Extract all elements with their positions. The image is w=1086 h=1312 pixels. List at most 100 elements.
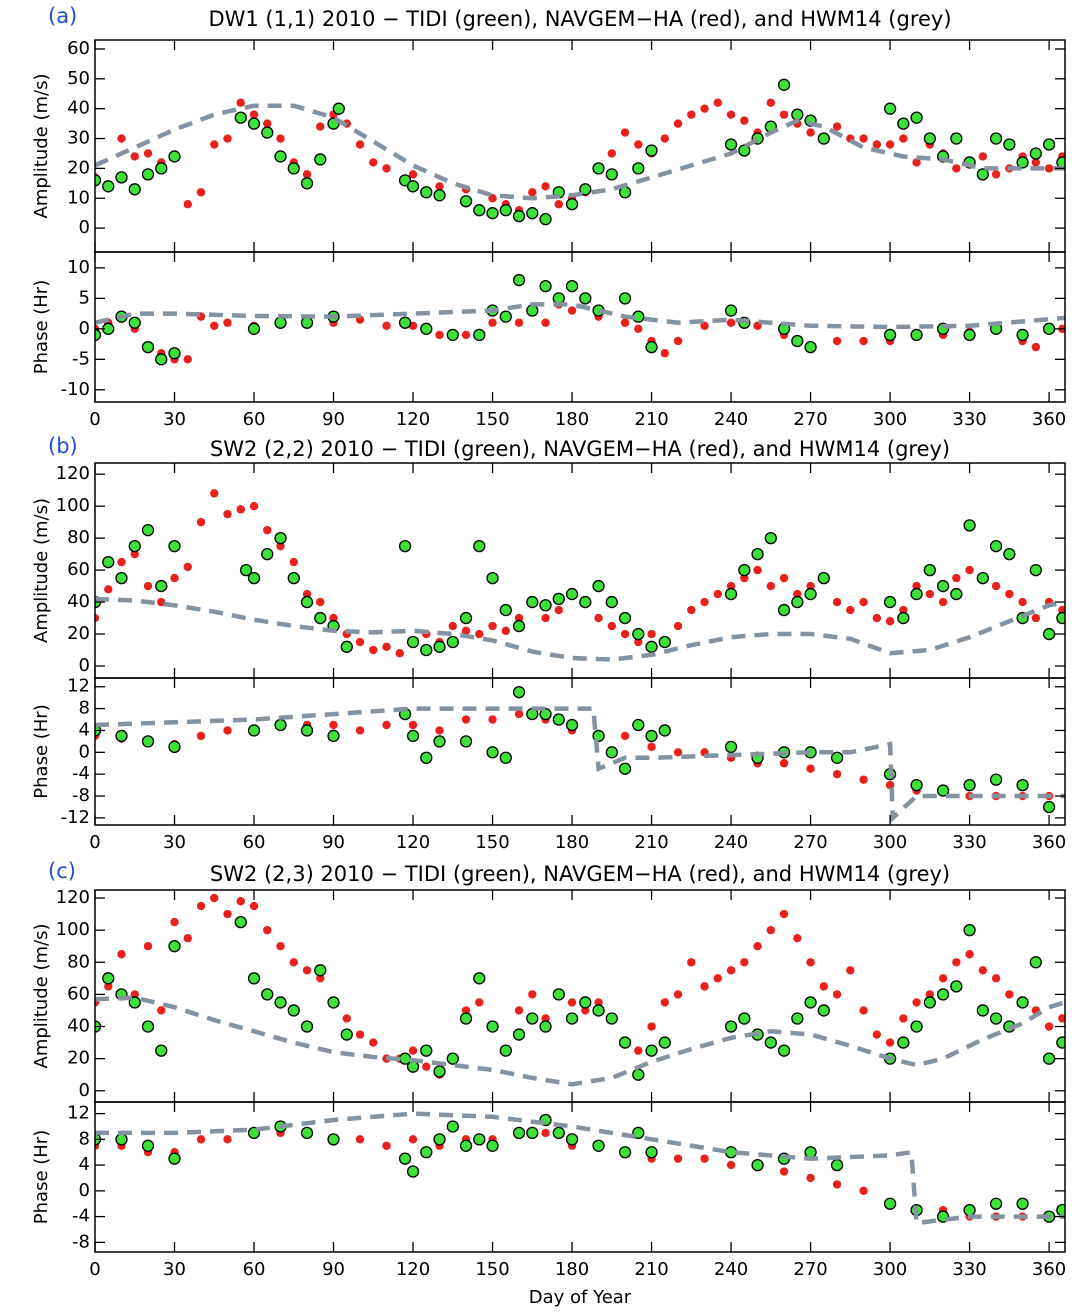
model-point bbox=[196, 1135, 206, 1144]
model-point bbox=[766, 925, 776, 935]
observation-point bbox=[830, 751, 844, 764]
observation-point bbox=[1042, 627, 1056, 641]
model-point bbox=[488, 318, 497, 327]
observation-point bbox=[724, 1020, 738, 1033]
model-point bbox=[832, 597, 842, 607]
y-tick-label: -8 bbox=[72, 1231, 90, 1252]
model-point bbox=[369, 1038, 378, 1047]
observation-point bbox=[1042, 1052, 1056, 1065]
observation-point bbox=[1016, 778, 1029, 792]
model-point bbox=[408, 720, 418, 730]
y-tick-label: 80 bbox=[67, 527, 90, 548]
model-point bbox=[196, 188, 206, 197]
observation-point bbox=[446, 1120, 459, 1133]
x-tick-label: 330 bbox=[952, 409, 986, 430]
model-point bbox=[859, 336, 868, 346]
y-tick-label: -4 bbox=[72, 763, 90, 784]
observation-point bbox=[300, 1020, 314, 1033]
model-point bbox=[952, 958, 961, 967]
model-point bbox=[819, 982, 829, 991]
observation-point bbox=[168, 1152, 181, 1165]
model-point bbox=[461, 626, 471, 636]
model-point bbox=[740, 573, 749, 583]
model-point bbox=[885, 140, 895, 149]
model-point bbox=[779, 909, 789, 919]
observation-point bbox=[499, 204, 512, 217]
model-point bbox=[514, 613, 524, 623]
model-point bbox=[210, 893, 219, 903]
observation-point bbox=[168, 940, 181, 953]
chart-title: SW2 (2,2) 2010 − TIDI (green), NAVGEM−HA… bbox=[210, 437, 950, 461]
observation-point bbox=[420, 1044, 433, 1057]
observation-point bbox=[963, 1204, 976, 1217]
observation-point bbox=[539, 707, 552, 721]
observation-point bbox=[618, 292, 632, 305]
observation-point bbox=[910, 587, 923, 601]
model-point bbox=[514, 1006, 524, 1015]
panel-label: (b) bbox=[48, 434, 78, 458]
observation-point bbox=[247, 724, 261, 737]
observation-point bbox=[512, 619, 526, 633]
observation-point bbox=[314, 611, 327, 625]
model-point bbox=[382, 1141, 391, 1150]
observation-point bbox=[883, 595, 897, 609]
model-point bbox=[95, 613, 100, 623]
model-point bbox=[143, 942, 153, 951]
observation-point bbox=[95, 174, 102, 187]
model-point bbox=[382, 642, 391, 652]
model-point bbox=[435, 330, 444, 340]
model-point bbox=[700, 104, 709, 113]
y-tick-label: 60 bbox=[67, 983, 90, 1004]
model-point bbox=[925, 990, 935, 999]
plot-area bbox=[95, 78, 1065, 226]
observation-point bbox=[115, 171, 128, 184]
plot-area bbox=[95, 489, 1065, 662]
observation-point bbox=[565, 279, 579, 293]
observation-point bbox=[817, 571, 830, 585]
model-point bbox=[236, 98, 245, 107]
observation-point bbox=[764, 531, 777, 545]
observation-point bbox=[552, 713, 565, 726]
model-point bbox=[634, 140, 643, 149]
model-point bbox=[223, 909, 232, 919]
model-point bbox=[673, 336, 683, 346]
x-tick-label: 360 bbox=[1032, 1259, 1066, 1280]
observation-point bbox=[512, 1126, 526, 1140]
model-point bbox=[236, 897, 245, 906]
model-point bbox=[395, 649, 404, 658]
y-tick-label: 100 bbox=[56, 919, 90, 940]
model-point bbox=[806, 764, 815, 773]
model-point bbox=[779, 1167, 789, 1176]
model-point bbox=[263, 925, 272, 935]
observation-point bbox=[234, 111, 247, 124]
x-tick-label: 60 bbox=[243, 409, 266, 430]
observation-point bbox=[102, 555, 115, 569]
observation-point bbox=[274, 718, 287, 732]
observation-point bbox=[486, 1020, 499, 1033]
plot-area bbox=[95, 893, 1065, 1087]
model-point bbox=[289, 557, 298, 567]
observation-point bbox=[261, 126, 274, 139]
observation-point bbox=[526, 595, 539, 609]
model-point bbox=[276, 134, 285, 143]
model-point bbox=[660, 134, 670, 143]
model-point bbox=[1031, 613, 1041, 623]
model-point bbox=[793, 589, 802, 599]
observation-point bbox=[141, 735, 155, 748]
observation-point bbox=[420, 1146, 433, 1159]
observation-point bbox=[115, 729, 128, 743]
observation-point bbox=[791, 1012, 804, 1025]
observation-point bbox=[287, 571, 300, 585]
model-point bbox=[925, 589, 935, 599]
observation-point bbox=[499, 310, 512, 323]
observation-point bbox=[459, 611, 473, 625]
y-tick-label: 60 bbox=[67, 559, 90, 580]
model-point bbox=[846, 605, 855, 615]
y-tick-label: 0 bbox=[79, 318, 90, 339]
x-tick-label: 270 bbox=[793, 409, 827, 430]
x-tick-label: 180 bbox=[555, 832, 589, 853]
observation-point bbox=[923, 132, 936, 145]
observation-point bbox=[883, 102, 897, 115]
y-tick-label: 8 bbox=[79, 698, 90, 719]
observation-point bbox=[512, 210, 526, 223]
